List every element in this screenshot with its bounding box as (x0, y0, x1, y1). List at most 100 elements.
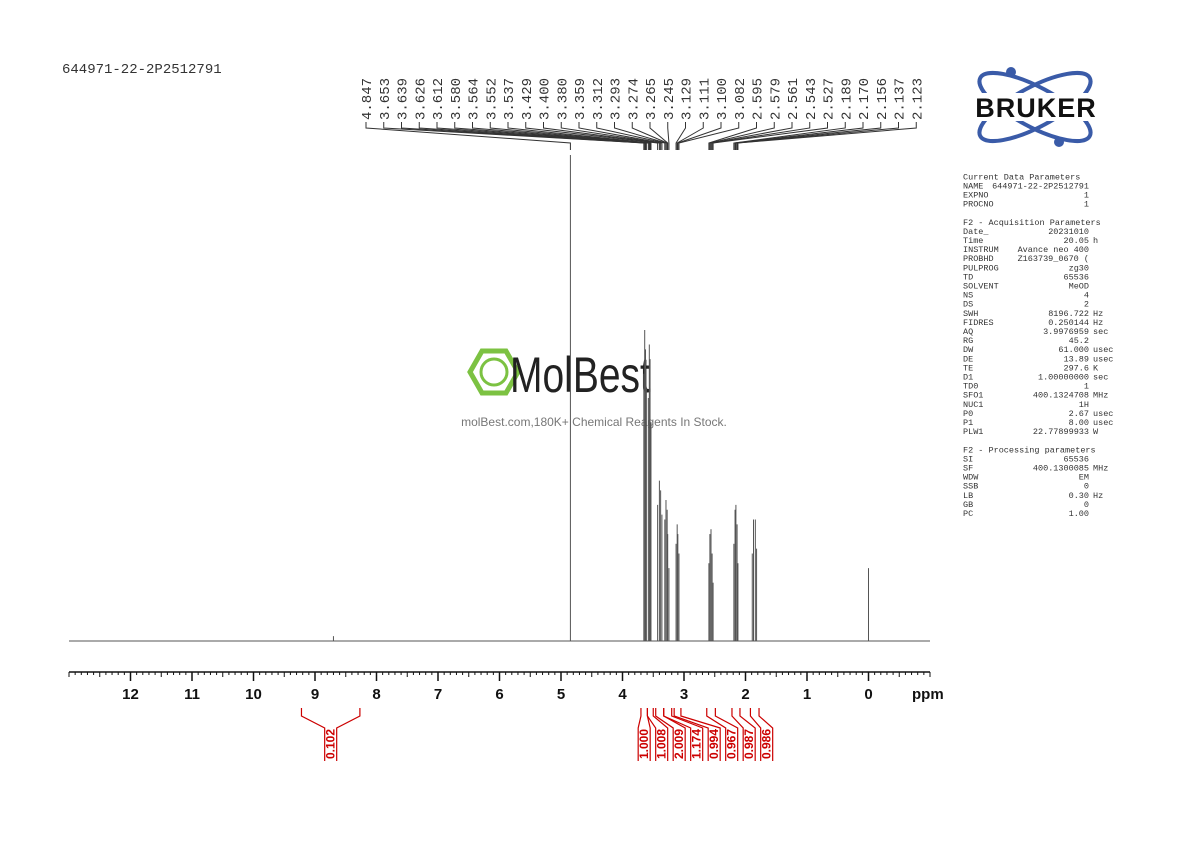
peak-label: 3.293 (609, 78, 625, 120)
param-name: DE (963, 354, 973, 364)
param-value: 1 (1084, 200, 1089, 210)
peak-leader (436, 122, 647, 150)
peak-leader (708, 122, 757, 150)
peak-label: 3.564 (467, 78, 483, 120)
peak-leader (736, 122, 899, 150)
param-value: 4 (1084, 291, 1089, 301)
peak-label: 3.653 (378, 78, 394, 120)
param-name: SF (963, 463, 973, 473)
param-value: 0 (1084, 500, 1089, 510)
param-name: SWH (963, 309, 978, 319)
peak-leader (710, 122, 793, 150)
peak-leader (712, 122, 828, 150)
peak-leader (543, 122, 660, 150)
peak-leader (667, 122, 670, 150)
peak-leader (578, 122, 663, 150)
peak-label: 3.312 (591, 78, 607, 120)
integral-bracket (300, 708, 361, 761)
x-tick-label: 12 (122, 686, 139, 703)
param-name: D1 (963, 372, 973, 382)
param-value: 45.2 (1069, 336, 1089, 346)
param-name: P1 (963, 418, 973, 428)
x-axis-label: ppm (912, 686, 944, 703)
integral-bracket (731, 708, 756, 761)
param-name: WDW (963, 473, 979, 483)
param-unit: Hz (1093, 491, 1103, 501)
param-value: 400.1324708 (1033, 391, 1089, 401)
logo-backdrop (958, 93, 1114, 121)
peak-leader (560, 122, 662, 150)
logo-text: BRUKER (975, 93, 1097, 123)
peak-leader (525, 122, 659, 150)
param-unit: Hz (1093, 309, 1103, 319)
x-tick-label: 6 (495, 686, 503, 703)
x-tick-label: 9 (311, 686, 319, 703)
peak-label: 3.100 (715, 78, 731, 120)
param-name: SOLVENT (963, 281, 999, 291)
bruker-logo: BRUKER (958, 67, 1114, 147)
integral-bracket (673, 708, 721, 761)
param-value: 20231010 (1048, 227, 1089, 237)
param-unit: sec (1093, 372, 1108, 382)
integral-label: 2.009 (672, 729, 686, 759)
integral-label: 0.102 (324, 729, 338, 759)
peak-label: 3.580 (449, 78, 465, 120)
peak-label: 2.561 (786, 78, 802, 120)
param-unit: usec (1093, 409, 1113, 419)
peak-leader (678, 122, 740, 150)
integral-label: 0.994 (707, 729, 721, 759)
peak-label: 3.400 (538, 78, 554, 120)
x-tick-label: 5 (557, 686, 565, 703)
peak-leader (631, 122, 668, 150)
param-name: PROBHD (963, 254, 994, 264)
param-name: DS (963, 300, 973, 310)
ring-icon (479, 357, 509, 387)
peak-label: 2.170 (857, 78, 873, 120)
peak-leader (365, 122, 571, 150)
peak-label: 3.639 (396, 78, 412, 120)
param-unit: sec (1093, 327, 1108, 337)
x-tick-label: 2 (741, 686, 749, 703)
peak-leader (711, 122, 811, 150)
param-value: Z163739_0670 ( (1018, 254, 1089, 264)
param-name: PROCNO (963, 200, 994, 210)
param-name: Date_ (963, 227, 989, 237)
x-tick-label: 7 (434, 686, 442, 703)
param-unit: usec (1093, 418, 1113, 428)
peak-leader (489, 122, 651, 150)
peak-label: 3.274 (626, 78, 642, 120)
param-name: LB (963, 491, 973, 501)
param-name: DW (963, 345, 974, 355)
param-unit: MHz (1093, 463, 1108, 473)
param-value: 1 (1084, 190, 1089, 200)
param-unit: h (1093, 236, 1098, 246)
param-value: 13.89 (1063, 354, 1089, 364)
peak-leader (737, 122, 917, 150)
x-tick-label: 3 (680, 686, 688, 703)
param-value: 20.05 (1063, 236, 1089, 246)
peak-label: 2.189 (839, 78, 855, 120)
peak-label: 3.359 (573, 78, 589, 120)
peak-label: 2.527 (822, 78, 838, 120)
peak-label: 3.245 (662, 78, 678, 120)
peak-label: 2.579 (768, 78, 784, 120)
watermark-logo: MolBest (467, 346, 651, 403)
x-tick-label: 11 (184, 686, 200, 703)
param-value: 2 (1084, 300, 1089, 310)
peak-label: 3.626 (413, 78, 429, 120)
peak-label: 2.156 (875, 78, 891, 120)
peak-leader (596, 122, 666, 150)
integral-label: 0.986 (760, 729, 774, 759)
x-tick-label: 1 (803, 686, 811, 703)
param-value: 1H (1079, 400, 1089, 410)
param-value: EM (1079, 473, 1089, 483)
sample-id: 644971-22-2P2512791 (62, 62, 222, 78)
param-name: NS (963, 291, 973, 301)
x-tick-label: 0 (864, 686, 872, 703)
param-unit: K (1093, 363, 1099, 373)
param-name: INSTRUM (963, 245, 999, 255)
param-name: SFO1 (963, 391, 983, 401)
param-name: SI (963, 454, 973, 464)
param-name: NAME (963, 181, 983, 191)
